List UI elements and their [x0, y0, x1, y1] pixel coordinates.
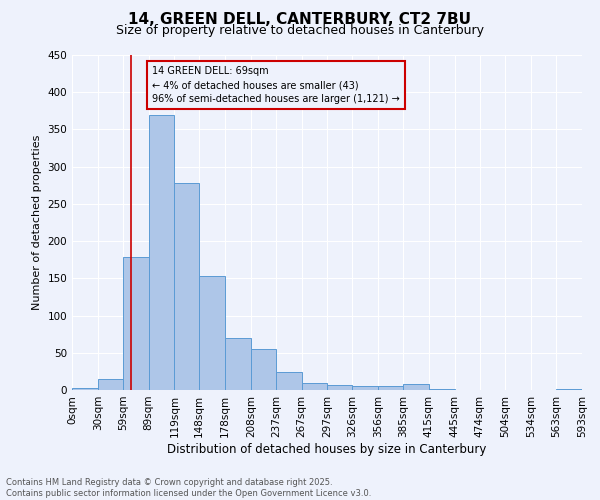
Bar	[276, 372, 302, 390]
Text: Size of property relative to detached houses in Canterbury: Size of property relative to detached ho…	[116, 24, 484, 37]
Bar	[225, 338, 251, 390]
Bar	[98, 379, 123, 390]
Bar	[123, 258, 149, 390]
Bar	[251, 349, 276, 390]
Bar	[175, 183, 199, 390]
Bar	[199, 276, 225, 390]
Text: 14, GREEN DELL, CANTERBURY, CT2 7BU: 14, GREEN DELL, CANTERBURY, CT2 7BU	[128, 12, 472, 28]
Bar	[403, 384, 429, 390]
Bar	[302, 382, 328, 390]
Text: Contains HM Land Registry data © Crown copyright and database right 2025.
Contai: Contains HM Land Registry data © Crown c…	[6, 478, 371, 498]
Bar	[328, 385, 352, 390]
Bar	[378, 386, 403, 390]
X-axis label: Distribution of detached houses by size in Canterbury: Distribution of detached houses by size …	[167, 442, 487, 456]
Bar	[72, 388, 98, 390]
Text: 14 GREEN DELL: 69sqm
← 4% of detached houses are smaller (43)
96% of semi-detach: 14 GREEN DELL: 69sqm ← 4% of detached ho…	[152, 66, 400, 104]
Bar	[556, 388, 582, 390]
Y-axis label: Number of detached properties: Number of detached properties	[32, 135, 42, 310]
Bar	[149, 114, 175, 390]
Bar	[352, 386, 378, 390]
